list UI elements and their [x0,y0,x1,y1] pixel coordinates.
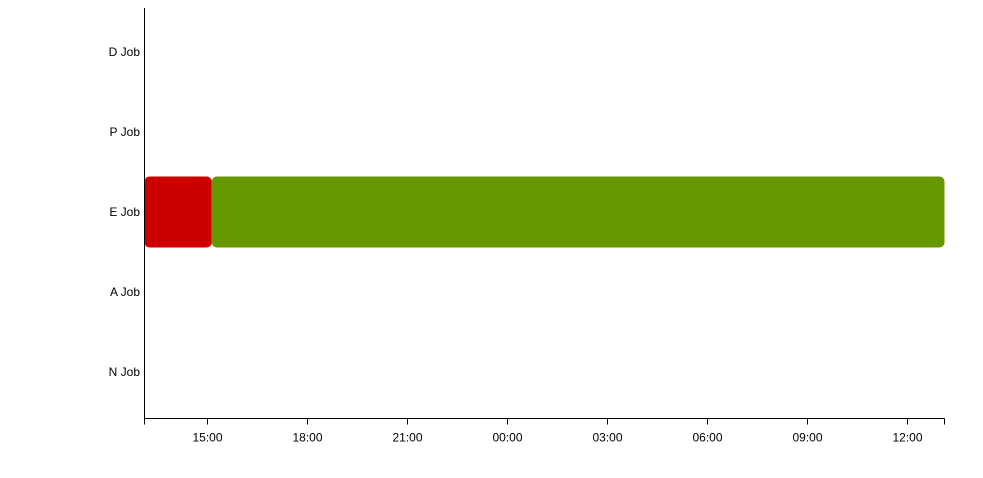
task-bar-0 [144,176,212,248]
y-tick-label: A Job [110,285,140,299]
y-tick-label: D Job [109,45,141,59]
x-tick-label: 09:00 [792,431,822,445]
y-tick-label: P Job [110,125,141,139]
x-tick-label: 12:00 [892,431,922,445]
y-tick-label: N Job [109,365,141,379]
x-tick-label: 15:00 [192,431,222,445]
task-bar-1 [211,176,945,248]
x-axis: 15:00 18:00 21:00 00:00 03:00 06:00 09:00 12:00 [144,418,945,445]
x-tick-label: 00:00 [492,431,522,445]
x-tick-label: 03:00 [592,431,622,445]
x-tick-label: 21:00 [392,431,422,445]
x-tick-label: 06:00 [692,431,722,445]
bars-layer [144,176,945,248]
y-tick-label: E Job [109,205,140,219]
x-tick-label: 18:00 [292,431,322,445]
y-axis: D Job P Job E Job A Job N Job [109,8,145,419]
